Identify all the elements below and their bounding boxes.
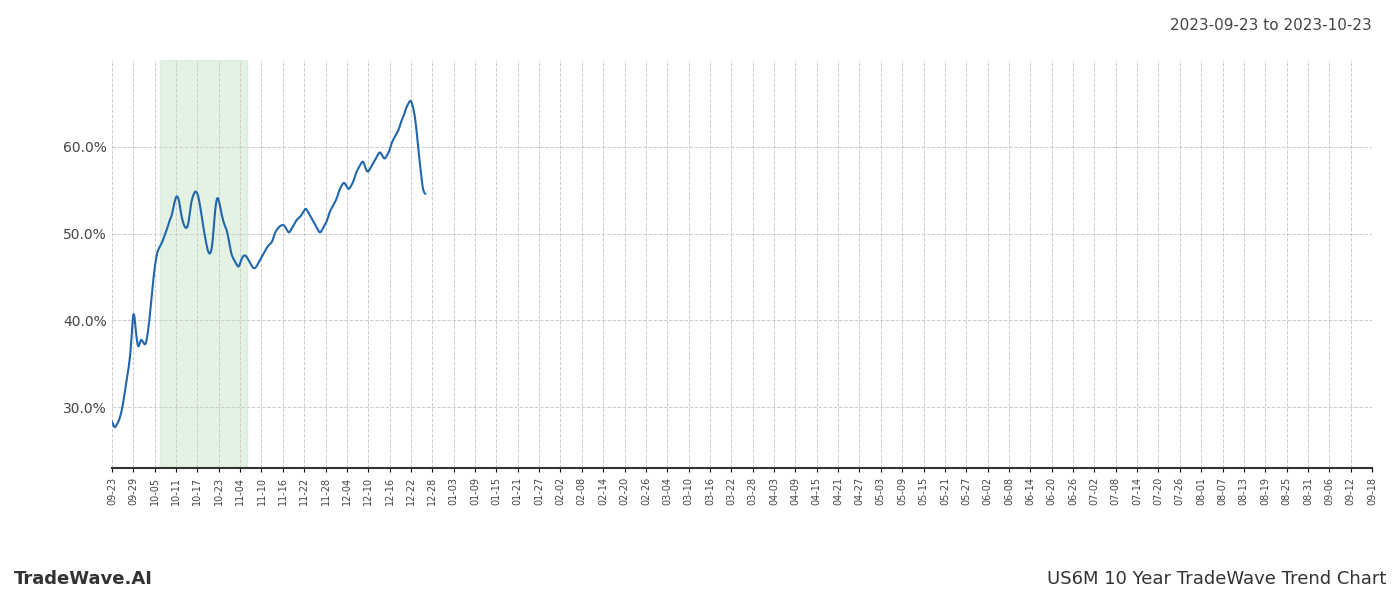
Text: US6M 10 Year TradeWave Trend Chart: US6M 10 Year TradeWave Trend Chart <box>1047 570 1386 588</box>
Text: TradeWave.AI: TradeWave.AI <box>14 570 153 588</box>
Text: 2023-09-23 to 2023-10-23: 2023-09-23 to 2023-10-23 <box>1170 18 1372 33</box>
Bar <box>160 60 246 468</box>
